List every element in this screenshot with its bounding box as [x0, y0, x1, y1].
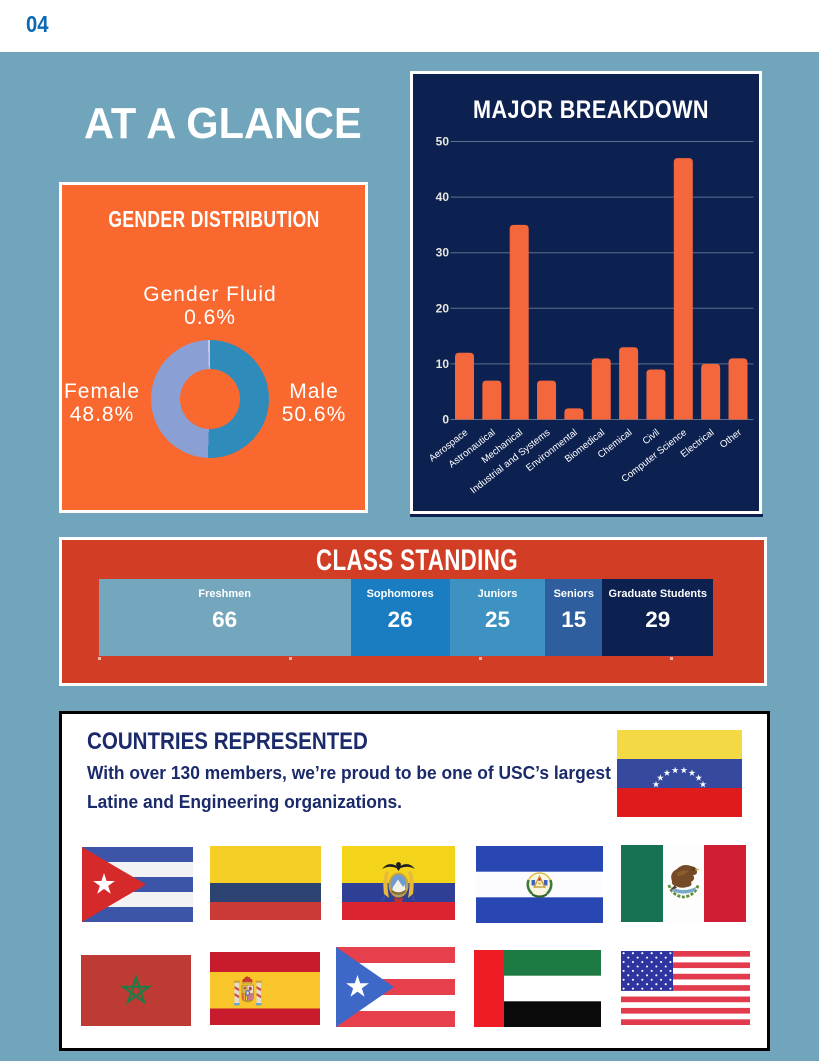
svg-text:50: 50 — [436, 135, 450, 149]
svg-text:30: 30 — [436, 246, 450, 260]
svg-text:20: 20 — [436, 301, 450, 315]
svg-text:0: 0 — [442, 413, 449, 427]
svg-text:10: 10 — [436, 357, 450, 371]
svg-text:40: 40 — [436, 190, 450, 204]
svg-text:Civil: Civil — [641, 427, 662, 447]
svg-text:Other: Other — [718, 427, 744, 451]
